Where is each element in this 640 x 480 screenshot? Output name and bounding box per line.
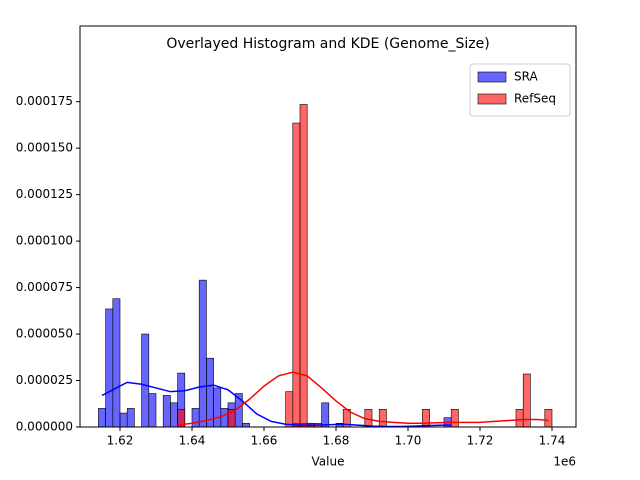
plot-frame [79, 25, 577, 428]
legend-label: SRA [514, 70, 538, 84]
histogram-bar [126, 408, 135, 428]
y-tick-label: 0.000100 [16, 234, 73, 248]
histogram-bar [321, 402, 330, 428]
kde-line [177, 371, 549, 426]
histogram-bar [242, 422, 250, 428]
histogram-bar [162, 395, 171, 428]
y-tick-label: 0.000125 [16, 187, 73, 201]
kde-line [101, 381, 452, 428]
chart-title: Overlayed Histogram and KDE (Genome_Size… [166, 36, 489, 52]
y-tick-label: 0.000000 [16, 420, 73, 434]
histogram-bar [544, 409, 553, 428]
x-tick-label: 1.74 [539, 434, 566, 448]
legend-label: RefSeq [514, 92, 556, 106]
histogram-bar [198, 279, 207, 428]
y-tick-label: 0.000150 [16, 141, 73, 155]
histogram-bar [98, 408, 106, 428]
histogram-bar [213, 387, 222, 428]
histogram-bar [292, 122, 301, 428]
histogram-bar [170, 402, 178, 428]
histogram-bar [206, 357, 214, 428]
y-tick-label: 0.000025 [16, 373, 73, 387]
x-tick-label: 1.72 [467, 434, 494, 448]
y-tick-label: 0.000075 [16, 280, 73, 294]
legend-swatch [477, 71, 507, 83]
histogram-bar [112, 298, 121, 428]
histogram-bar [299, 104, 308, 428]
y-tick-label: 0.000050 [16, 327, 73, 341]
histogram-bar [422, 409, 430, 428]
y-tick-label: 0.000175 [16, 94, 73, 108]
histogram-bar [515, 409, 524, 428]
x-tick-label: 1.70 [395, 434, 422, 448]
x-axis-label: Value [312, 455, 345, 469]
x-tick-label: 1.68 [323, 434, 350, 448]
histogram-bar [119, 412, 128, 428]
histogram-bar [148, 393, 157, 428]
histogram-bar [191, 408, 200, 428]
histogram-bar [450, 409, 459, 428]
histogram-bar [285, 391, 294, 428]
x-tick-label: 1.62 [107, 434, 134, 448]
x-offset-label: 1e6 [553, 455, 576, 469]
histogram-bar [378, 409, 387, 428]
x-tick-label: 1.66 [251, 434, 278, 448]
histogram-bar [105, 308, 114, 428]
histogram-bar [220, 408, 229, 428]
legend-swatch [477, 93, 507, 105]
histogram-bar [141, 333, 150, 428]
x-tick-label: 1.64 [179, 434, 206, 448]
